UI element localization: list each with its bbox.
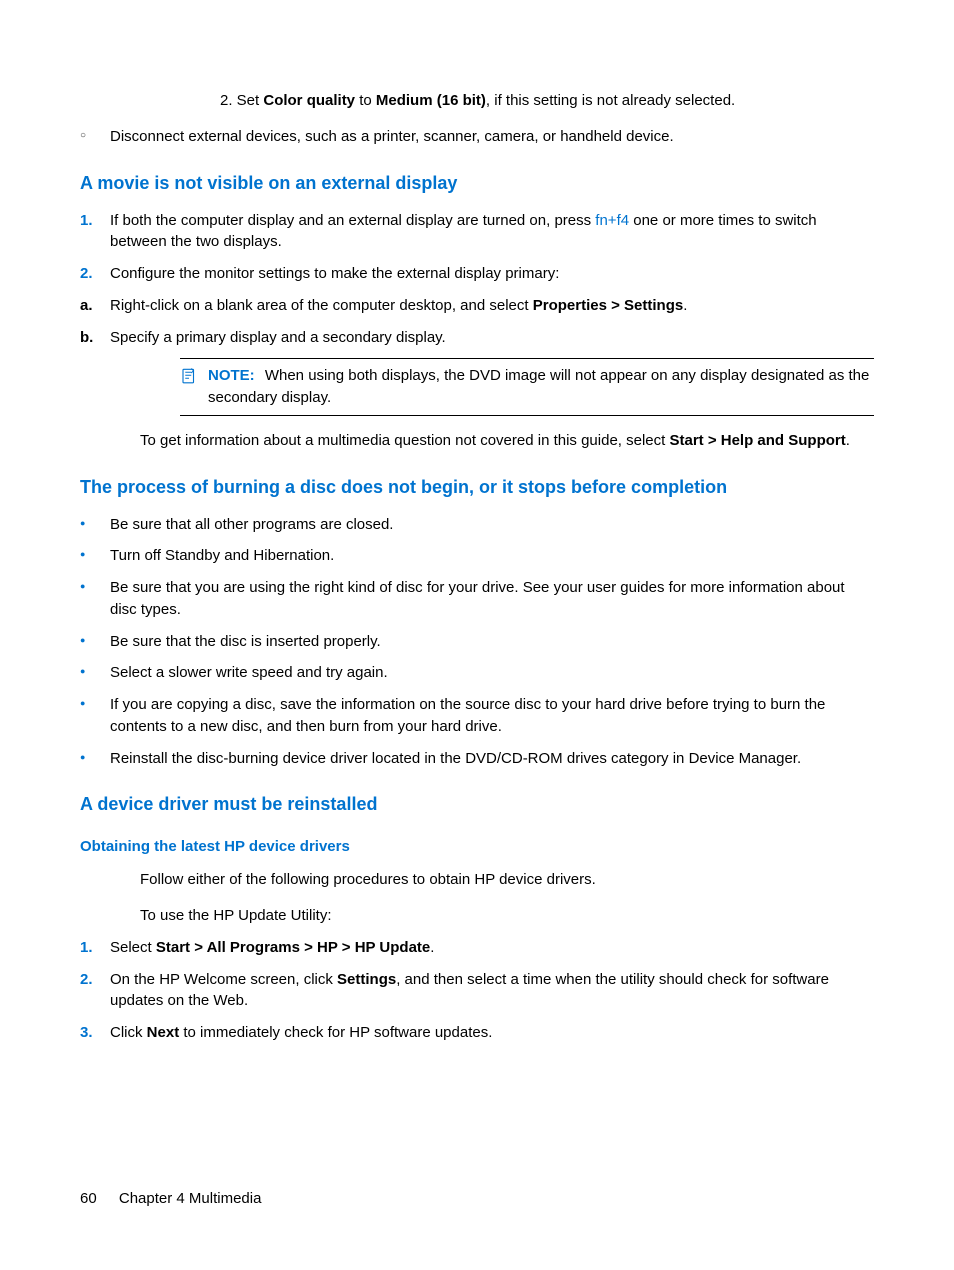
driver-step-2: 2. On the HP Welcome screen, click Setti… (80, 969, 874, 1013)
list-item: ●If you are copying a disc, save the inf… (80, 694, 874, 738)
bullet-icon: ● (80, 748, 110, 770)
bullet-text: Select a slower write speed and try agai… (110, 662, 874, 684)
text: Select (110, 939, 156, 956)
bullet-list: ●Be sure that all other programs are clo… (80, 514, 874, 770)
driver-step-3: 3. Click Next to immediately check for H… (80, 1022, 874, 1044)
heading-device-driver: A device driver must be reinstalled (80, 791, 874, 817)
step-text: If both the computer display and an exte… (110, 210, 874, 254)
step-number: 1. (80, 210, 110, 254)
step-text: On the HP Welcome screen, click Settings… (110, 969, 874, 1013)
bullet-text: Disconnect external devices, such as a p… (110, 126, 874, 148)
step-text: Configure the monitor settings to make t… (110, 263, 874, 285)
bullet-icon: ● (80, 631, 110, 653)
bold-text: Settings (337, 971, 396, 988)
note-icon (180, 367, 200, 409)
heading-movie-external-display: A movie is not visible on an external di… (80, 170, 874, 196)
note-content: NOTE: When using both displays, the DVD … (208, 365, 874, 409)
text: To get information about a multimedia qu… (140, 432, 669, 449)
substep-text: Specify a primary display and a secondar… (110, 327, 874, 349)
substep-color-quality: 2. Set Color quality to Medium (16 bit),… (220, 90, 874, 112)
step-number: 1. (80, 937, 110, 959)
list-item: ●Reinstall the disc-burning device drive… (80, 748, 874, 770)
text: to immediately check for HP software upd… (179, 1024, 492, 1041)
list-item: ●Select a slower write speed and try aga… (80, 662, 874, 684)
sub-bullet-disconnect: ○ Disconnect external devices, such as a… (80, 126, 874, 148)
bold-text: Medium (16 bit) (376, 92, 486, 109)
step-1: 1. If both the computer display and an e… (80, 210, 874, 254)
list-item: ●Be sure that the disc is inserted prope… (80, 631, 874, 653)
bold-text: Start > All Programs > HP > HP Update (156, 939, 430, 956)
page-footer: 60 Chapter 4 Multimedia (80, 1188, 261, 1210)
list-item: ●Be sure that all other programs are clo… (80, 514, 874, 536)
bold-text: Properties > Settings (533, 297, 683, 314)
paragraph: To use the HP Update Utility: (140, 905, 874, 927)
bullet-icon: ● (80, 514, 110, 536)
heading-burning-disc: The process of burning a disc does not b… (80, 474, 874, 500)
step-2: 2. Configure the monitor settings to mak… (80, 263, 874, 285)
step-number: 2. (80, 263, 110, 285)
list-item: ●Turn off Standby and Hibernation. (80, 545, 874, 567)
bullet-icon: ● (80, 545, 110, 567)
substep-b: b. Specify a primary display and a secon… (80, 327, 874, 349)
step-text: Select Start > All Programs > HP > HP Up… (110, 937, 874, 959)
step-text: Click Next to immediately check for HP s… (110, 1022, 874, 1044)
text: 2. Set (220, 92, 263, 109)
paragraph-help-support: To get information about a multimedia qu… (140, 430, 874, 452)
step-number: 3. (80, 1022, 110, 1044)
bold-text: Next (147, 1024, 180, 1041)
list-item: ●Be sure that you are using the right ki… (80, 577, 874, 621)
text: If both the computer display and an exte… (110, 212, 595, 229)
step-number: 2. (80, 969, 110, 1013)
bullet-icon: ● (80, 694, 110, 738)
text: . (846, 432, 850, 449)
text: , if this setting is not already selecte… (486, 92, 735, 109)
bullet-text: Reinstall the disc-burning device driver… (110, 748, 874, 770)
substep-text: Right-click on a blank area of the compu… (110, 295, 874, 317)
paragraph: Follow either of the following procedure… (140, 869, 874, 891)
note-callout: NOTE: When using both displays, the DVD … (180, 358, 874, 416)
alpha-marker: b. (80, 327, 110, 349)
chapter-label: Chapter 4 Multimedia (119, 1190, 262, 1207)
bullet-text: Be sure that the disc is inserted proper… (110, 631, 874, 653)
bullet-icon: ● (80, 662, 110, 684)
bold-text: Color quality (263, 92, 355, 109)
bullet-text: If you are copying a disc, save the info… (110, 694, 874, 738)
document-page: 2. Set Color quality to Medium (16 bit),… (0, 0, 954, 1270)
bullet-icon: ● (80, 577, 110, 621)
note-label: NOTE: (208, 367, 255, 384)
text: Click (110, 1024, 147, 1041)
alpha-marker: a. (80, 295, 110, 317)
note-text: When using both displays, the DVD image … (208, 367, 869, 406)
text: . (430, 939, 434, 956)
text: . (683, 297, 687, 314)
page-number: 60 (80, 1188, 97, 1210)
bullet-text: Be sure that you are using the right kin… (110, 577, 874, 621)
text: Right-click on a blank area of the compu… (110, 297, 533, 314)
bullet-text: Turn off Standby and Hibernation. (110, 545, 874, 567)
circle-bullet-icon: ○ (80, 126, 110, 148)
bullet-text: Be sure that all other programs are clos… (110, 514, 874, 536)
subheading-hp-drivers: Obtaining the latest HP device drivers (80, 836, 874, 858)
driver-step-1: 1. Select Start > All Programs > HP > HP… (80, 937, 874, 959)
text: to (355, 92, 376, 109)
bold-text: Start > Help and Support (669, 432, 845, 449)
keyboard-shortcut-link[interactable]: fn+f4 (595, 212, 629, 229)
substep-a: a. Right-click on a blank area of the co… (80, 295, 874, 317)
text: On the HP Welcome screen, click (110, 971, 337, 988)
